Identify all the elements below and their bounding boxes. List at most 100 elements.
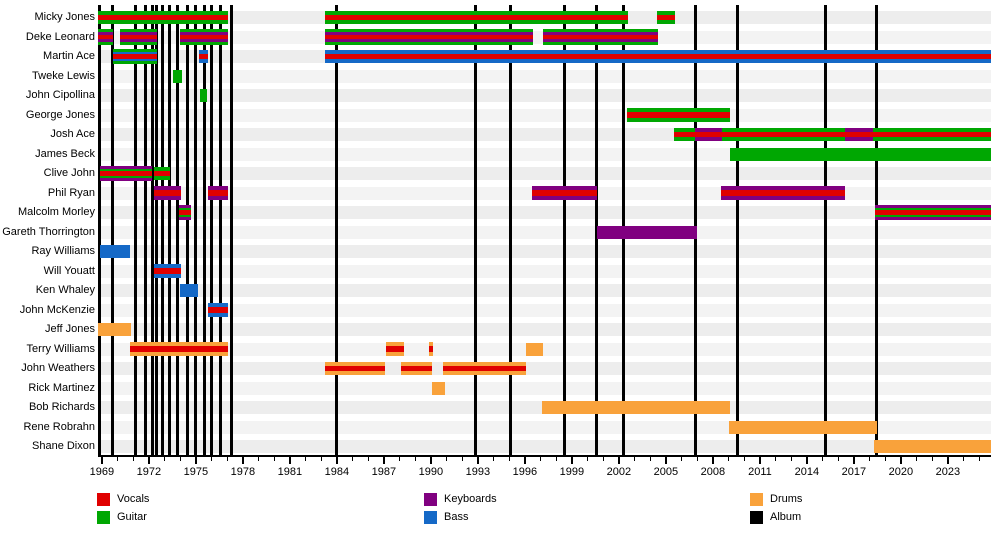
guitar-stripe [656,10,676,15]
drums-stripe [386,351,405,356]
minor-tick [743,457,745,461]
vocals-stripe [119,34,157,40]
vocals-stripe [325,365,385,372]
member-label: Josh Ace [50,128,95,140]
member-label: Bob Richards [28,401,95,413]
vocals-legend-swatch [97,493,110,506]
row-track [98,225,991,239]
member-label: Shane Dixon [32,440,95,452]
row-track [98,264,991,278]
drums-stripe [525,342,543,356]
timeline-bar [442,361,527,376]
guitar-stripe [119,41,157,45]
member-label: Malcolm Morley [17,206,95,218]
minor-tick [211,457,213,461]
member-label: Jeff Jones [45,323,95,335]
major-tick [664,457,667,464]
minor-tick [179,457,181,461]
album-release-line [824,5,828,455]
drums-legend-swatch [750,493,763,506]
timeline-bar [673,127,991,142]
drums-stripe [401,361,433,366]
major-tick [758,457,761,464]
year-tick-label: 2020 [888,466,914,478]
vocals-stripe [130,346,229,352]
drums-stripe [325,371,385,376]
member-label: Clive John [43,167,95,179]
minor-tick [884,457,886,461]
guitar-stripe [325,41,533,45]
vocals-stripe [154,190,182,196]
major-tick [147,457,150,464]
minor-tick [352,457,354,461]
legend-label: Keyboards [444,493,497,505]
year-tick-label: 1984 [324,466,350,478]
keyboards-stripe [178,204,192,208]
minor-tick [305,457,307,461]
guitar-stripe [875,214,991,218]
row-track [98,323,991,336]
row-track [98,89,991,102]
guitar-stripe [875,207,991,211]
album-release-line [563,5,567,455]
guitar-stripe [98,29,113,33]
minor-tick [696,457,698,461]
timeline-bar [542,401,731,414]
minor-tick [602,457,604,461]
guitar-stripe [99,175,153,179]
album-release-line [875,5,879,455]
vocals-stripe [99,171,153,176]
minor-tick [320,457,322,461]
major-tick [711,457,714,464]
timeline-bar [656,10,676,25]
vocals-stripe [180,34,229,40]
timeline-bar [130,342,229,356]
guitar-stripe [178,207,192,211]
year-tick-label: 1975 [183,466,209,478]
keyboards-stripe [178,217,192,221]
minor-tick [117,457,119,461]
minor-tick [414,457,416,461]
album-release-line [98,5,102,455]
minor-tick [790,457,792,461]
keyboards-stripe [720,195,845,200]
vocals-stripe [844,131,873,138]
major-tick [617,457,620,464]
minor-tick [978,457,980,461]
row-track [98,284,991,297]
bass-stripe [208,303,229,308]
timeline-bar [99,165,153,182]
member-label: Ken Whaley [35,284,95,296]
bass-stripe [154,273,182,278]
guitar-stripe [112,48,157,52]
drums-stripe [325,361,385,366]
album-release-line [735,5,739,455]
vocals-stripe [208,307,229,313]
keyboards-stripe [844,137,873,142]
album-release-line [474,5,478,455]
year-tick-label: 2005 [653,466,679,478]
vocals-stripe [178,210,192,215]
timeline-bar [429,342,434,356]
vocals-stripe [154,268,182,274]
minor-tick [555,457,557,461]
drums-stripe [386,342,405,347]
minor-tick [258,457,260,461]
guitar-legend-swatch [97,511,110,524]
album-release-line [175,5,179,455]
row-track [98,303,991,317]
vocals-stripe [98,34,113,40]
timeline-bar [525,342,543,356]
timeline-bar [844,127,873,142]
guitar-stripe [98,10,229,15]
minor-tick [681,457,683,461]
vocals-stripe [720,190,845,196]
drums-stripe [130,342,229,347]
guitar-stripe [180,41,229,45]
guitar-stripe [154,176,171,181]
member-label: John Cipollina [25,89,95,101]
keyboards-stripe [180,39,229,42]
major-tick [241,457,244,464]
guitar-stripe [542,41,659,45]
minor-tick [132,457,134,461]
